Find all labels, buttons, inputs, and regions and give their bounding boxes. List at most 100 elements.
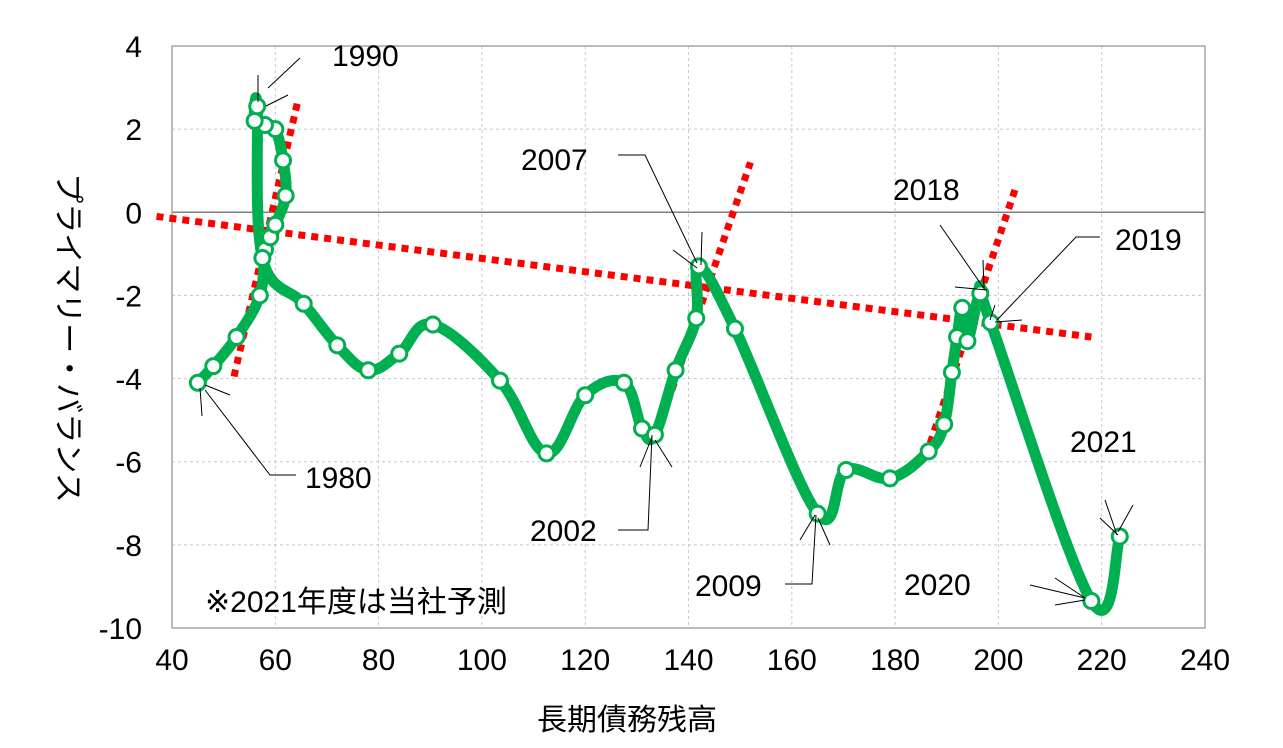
x-tick-label: 40 [155, 644, 188, 677]
annotations: 1990 1980 2007 2002 2009 2018 2019 2020 2021 [305, 40, 1182, 603]
annotation-leader [939, 224, 986, 291]
y-tick-label: -8 [115, 530, 142, 563]
data-point [935, 415, 954, 434]
trendline [922, 184, 1020, 457]
annotation-leader [618, 434, 653, 531]
annotation-label: 2002 [530, 515, 597, 548]
data-point [981, 313, 1000, 332]
x-tick-label: 160 [767, 644, 817, 677]
annotation-tick [817, 517, 831, 546]
data-point [971, 284, 990, 303]
annotation-label: 2007 [521, 144, 588, 177]
x-tick-label: 80 [362, 644, 395, 677]
x-tick-label: 120 [560, 644, 610, 677]
data-point [250, 286, 269, 305]
annotation-tick [265, 94, 289, 107]
data-point [919, 442, 938, 461]
data-point [537, 444, 556, 463]
data-point [576, 386, 595, 405]
annotation-label: 2021 [1070, 426, 1137, 459]
data-point [423, 315, 442, 334]
plot-frame [171, 45, 1206, 629]
data-point [958, 332, 977, 351]
x-tick-label: 240 [1180, 644, 1230, 677]
annotation-leader [996, 236, 1100, 321]
annotation-tick [994, 319, 1023, 323]
data-point [328, 336, 347, 355]
annotation-label: 2020 [904, 569, 971, 602]
x-tick-label: 60 [259, 644, 292, 677]
trendline [230, 97, 302, 378]
data-point [294, 294, 313, 313]
annotation-label: 1990 [332, 40, 399, 73]
data-point [942, 363, 961, 382]
annotation-tick [654, 439, 673, 468]
x-tick-label: 200 [973, 644, 1023, 677]
annotation-tick [989, 304, 996, 321]
data-point [253, 249, 272, 268]
annotation-leader [204, 389, 296, 476]
data-point [266, 215, 285, 234]
data-point [689, 257, 708, 276]
annotation-label: 2018 [893, 174, 960, 207]
y-tick-label: 0 [125, 197, 142, 230]
data-point [390, 344, 409, 363]
y-tick-label: -2 [115, 280, 142, 313]
annotation-tick [639, 436, 653, 468]
data-points [188, 97, 1129, 610]
annotation-leaders [199, 57, 1134, 606]
annotation-tick [1117, 504, 1134, 533]
annotation-leader [1104, 499, 1118, 536]
data-point [1082, 591, 1101, 610]
data-point [490, 371, 509, 390]
annotation-label: 2019 [1115, 224, 1182, 257]
annotation-label: 2009 [695, 570, 762, 603]
x-tick-label: 140 [663, 644, 713, 677]
data-point [188, 373, 207, 392]
data-point [245, 111, 264, 130]
forecast-note: ※2021年度は当社予測 [205, 586, 507, 619]
data-point [614, 373, 633, 392]
data-point [204, 357, 223, 376]
annotation-tick [1054, 577, 1086, 599]
data-point [248, 97, 267, 116]
y-tick-labels: 4 2 0 -2 -4 -6 -8 -10 [99, 31, 142, 646]
data-point [645, 425, 664, 444]
annotation-leader [618, 154, 698, 264]
data-point [359, 361, 378, 380]
annotation-label: 1980 [305, 462, 372, 495]
trendline [156, 212, 1092, 341]
data-point [880, 469, 899, 488]
annotation-tick [982, 259, 985, 289]
data-point [666, 361, 685, 380]
annotation-tick [1054, 599, 1086, 606]
data-point [953, 298, 972, 317]
y-tick-label: 4 [125, 31, 142, 64]
data-point [276, 186, 295, 205]
annotation-leader [785, 514, 817, 585]
x-tick-label: 100 [457, 644, 507, 677]
annotation-tick [672, 249, 698, 269]
annotation-tick [700, 231, 703, 266]
y-tick-label: -4 [115, 364, 142, 397]
x-axis-title: 長期債務残高 [537, 704, 717, 737]
data-point [687, 309, 706, 328]
data-point [725, 319, 744, 338]
x-tick-label: 220 [1077, 644, 1127, 677]
annotation-leader [1029, 584, 1086, 599]
annotation-tick [199, 387, 203, 417]
annotation-leader [267, 57, 301, 89]
annotation-tick [1099, 517, 1119, 536]
annotation-tick [954, 286, 988, 291]
annotation-tick [204, 384, 231, 396]
x-tick-label: 180 [870, 644, 920, 677]
y-tick-label: -6 [115, 447, 142, 480]
y-tick-label: -10 [99, 613, 142, 646]
x-tick-labels: 40 60 80 100 120 140 160 180 200 220 240 [155, 644, 1230, 677]
data-point [227, 328, 246, 346]
y-axis-title: プライマリー・バランス [51, 173, 84, 502]
data-point [274, 151, 293, 170]
data-point [837, 461, 856, 480]
annotation-tick [799, 514, 816, 541]
